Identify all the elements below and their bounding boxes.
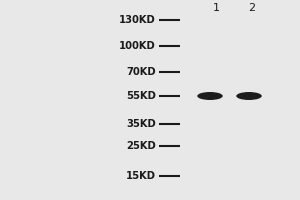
Text: 1: 1: [212, 3, 220, 13]
Text: 2: 2: [248, 3, 256, 13]
Ellipse shape: [236, 92, 262, 100]
FancyBboxPatch shape: [180, 6, 294, 194]
Ellipse shape: [197, 92, 223, 100]
Text: 25KD: 25KD: [126, 141, 156, 151]
Text: 55KD: 55KD: [126, 91, 156, 101]
Text: 130KD: 130KD: [119, 15, 156, 25]
Text: 70KD: 70KD: [126, 67, 156, 77]
Text: 100KD: 100KD: [119, 41, 156, 51]
Text: 15KD: 15KD: [126, 171, 156, 181]
Text: 35KD: 35KD: [126, 119, 156, 129]
